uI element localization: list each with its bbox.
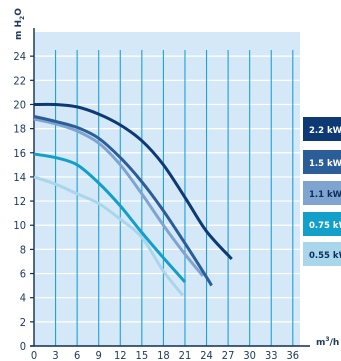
x-tick-label-27: 27 <box>222 349 235 361</box>
x-tick-label-6: 6 <box>74 349 80 361</box>
y-tick-label-4: 4 <box>20 292 26 305</box>
legend-label-1-1-kw: 1.1 kW <box>309 190 341 200</box>
y-tick-label-14: 14 <box>13 171 26 184</box>
x-tick-label-3: 3 <box>52 349 58 361</box>
series-line-0-75-kw <box>33 152 187 284</box>
y-tick-label-6: 6 <box>20 268 26 281</box>
y-tick-label-18: 18 <box>13 123 26 136</box>
x-tick-label-36: 36 <box>287 349 300 361</box>
legend-swatch-2-2-kw <box>303 117 341 141</box>
x-tick-label-18: 18 <box>157 349 170 361</box>
legend-swatch-0-55-kw <box>303 242 341 266</box>
y-tick-label-8: 8 <box>20 243 26 256</box>
x-tick-label-0: 0 <box>31 349 37 361</box>
y-tick-label-2: 2 <box>20 316 26 329</box>
series-line-1-5-kw <box>33 115 213 287</box>
legend-swatch-1-1-kw <box>303 181 341 205</box>
y-tick-label-12: 12 <box>13 195 26 208</box>
y-tick-label-16: 16 <box>13 147 26 160</box>
x-tick-label-15: 15 <box>136 349 149 361</box>
legend-label-1-5-kw: 1.5 kW <box>309 159 341 169</box>
legend-label-2-2-kw: 2.2 kW <box>309 126 341 136</box>
x-tick-label-30: 30 <box>243 349 256 361</box>
series-line-2-2-kw <box>33 102 233 261</box>
y-tick-label-20: 20 <box>13 98 26 111</box>
x-tick-label-24: 24 <box>200 349 213 361</box>
plot-background <box>34 32 300 346</box>
x-tick-label-33: 33 <box>265 349 278 361</box>
series-line-0-55-kw <box>33 175 184 297</box>
series-line-1-1-kw <box>33 117 205 277</box>
y-tick-label-24: 24 <box>13 50 26 63</box>
y-tick-label-0: 0 <box>20 340 26 353</box>
x-tick-label-12: 12 <box>114 349 127 361</box>
legend-label-0-75-kw: 0.75 kW <box>309 221 341 231</box>
x-tick-label-9: 9 <box>96 349 102 361</box>
x-tick-label-21: 21 <box>179 349 192 361</box>
x-axis-label: m3/h <box>316 336 339 348</box>
legend-swatch-0-75-kw <box>303 212 341 236</box>
y-axis-label: m H2O <box>14 8 26 40</box>
y-tick-label-22: 22 <box>13 74 26 87</box>
y-tick-label-10: 10 <box>13 219 26 232</box>
legend-label-0-55-kw: 0.55 kW <box>309 251 341 261</box>
legend-swatch-1-5-kw <box>303 150 341 174</box>
